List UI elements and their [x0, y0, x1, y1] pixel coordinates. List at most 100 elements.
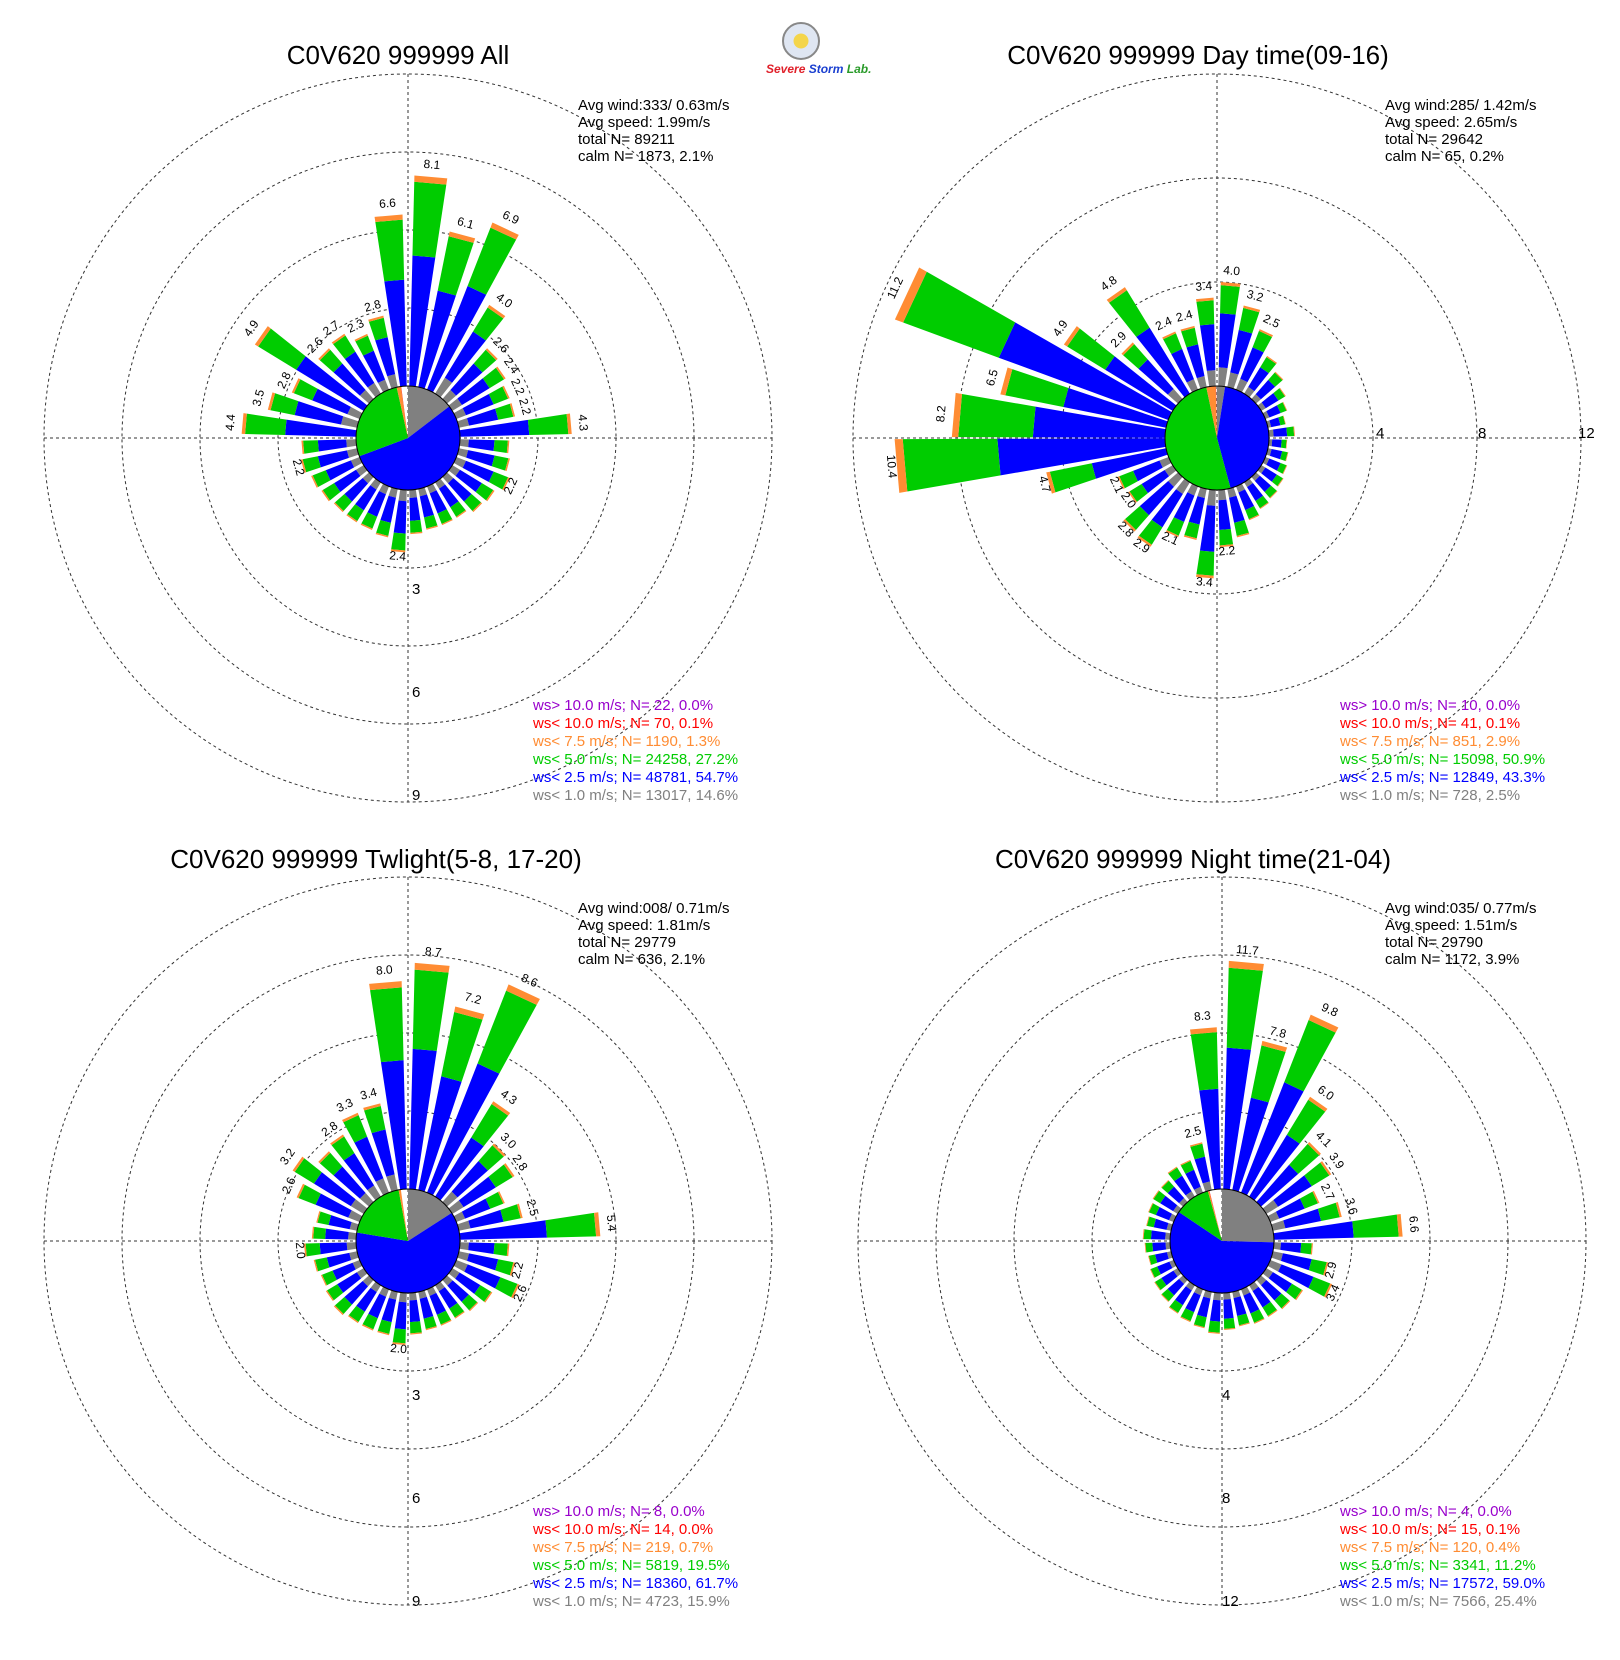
bar-value-label: 8.2 — [933, 405, 948, 423]
wind-bar-segment — [1248, 367, 1269, 392]
wind-bar-segment — [459, 419, 530, 437]
avg-speed-text: Avg speed: 1.51m/s — [1385, 917, 1517, 934]
wind-bar-segment — [448, 1200, 464, 1214]
wind-bar-segment — [1196, 574, 1214, 579]
wind-bar-segment — [1196, 300, 1215, 326]
wind-bar-segment — [1236, 532, 1250, 538]
ring-label: 6 — [412, 684, 420, 701]
wind-bar-segment — [377, 379, 390, 393]
wind-bar-segment — [1234, 520, 1249, 536]
wind-bar-segment — [1154, 1281, 1161, 1291]
wind-bar-segment — [1168, 1167, 1183, 1182]
wind-bar-segment — [317, 450, 349, 468]
wind-bar-segment — [254, 326, 271, 347]
wind-bar-segment — [1199, 324, 1216, 371]
ring-label: 8 — [1222, 1490, 1230, 1507]
wind-bar-segment — [410, 1332, 422, 1335]
wind-bar-segment — [1226, 967, 1263, 1050]
wind-bar-segment — [1283, 415, 1286, 425]
wind-bar-segment — [1167, 1278, 1185, 1296]
wind-bar-segment — [303, 440, 319, 454]
wind-bar-segment — [347, 1315, 359, 1324]
wind-bar-segment — [447, 477, 472, 502]
wind-bar-segment — [311, 1226, 315, 1239]
legend-item: ws< 5.0 m/s; N= 3341, 11.2% — [1339, 1557, 1536, 1574]
wind-bar-segment — [302, 456, 321, 473]
wind-bar-segment — [379, 1286, 390, 1297]
wind-bar-segment — [381, 1297, 397, 1323]
wind-bar-segment — [1161, 1180, 1175, 1194]
wind-bar-segment — [1308, 1096, 1328, 1112]
calm-circle — [355, 1188, 461, 1294]
wind-bar-segment — [1293, 426, 1295, 437]
bar-value-label: 2.8 — [319, 1118, 341, 1139]
wind-bar-segment — [1259, 502, 1269, 510]
ring-label: 12 — [1222, 1593, 1239, 1610]
wind-bar-segment — [1273, 427, 1288, 437]
wind-bar-segment — [301, 440, 305, 454]
wind-bar-segment — [426, 525, 438, 530]
wind-bar-segment — [367, 1185, 381, 1201]
legend-item: ws< 2.5 m/s; N= 48781, 54.7% — [532, 769, 738, 786]
bar-value-label: 8.6 — [519, 970, 540, 990]
wind-bar-segment — [461, 1294, 478, 1311]
wind-bar-segment — [361, 1324, 374, 1331]
wind-bar-segment — [486, 490, 495, 502]
wind-bar-segment — [461, 1198, 491, 1219]
bar-value-label: 2.0 — [293, 1241, 308, 1259]
wind-bar-segment — [1169, 1299, 1183, 1313]
wind-bar-segment — [1180, 1160, 1195, 1174]
wind-bar-segment — [1155, 1206, 1173, 1221]
wind-bar-segment — [1063, 326, 1080, 347]
wind-bar-segment — [1262, 411, 1270, 420]
ring-label: 3 — [412, 581, 420, 598]
bar-value-label: 2.7 — [1318, 1181, 1338, 1202]
avg-speed-text: Avg speed: 2.65m/s — [1385, 114, 1517, 131]
wind-bar-segment — [1180, 1159, 1191, 1166]
bar-value-label: 2.6 — [304, 334, 326, 356]
calm-pie-slice — [1217, 386, 1226, 438]
legend-item: ws< 1.0 m/s; N= 13017, 14.6% — [532, 787, 738, 804]
wind-bar-segment — [1121, 342, 1135, 356]
legend-item: ws< 2.5 m/s; N= 17572, 59.0% — [1339, 1575, 1545, 1592]
wind-bar-segment — [1238, 489, 1255, 511]
legend: ws> 10.0 m/s; N= 22, 0.0% ws< 10.0 m/s; … — [532, 697, 738, 804]
wind-bar-segment — [1152, 1242, 1167, 1252]
wind-bar-segment — [1183, 535, 1197, 540]
wind-bar-segment — [425, 1326, 438, 1331]
avg-wind-text: Avg wind:035/ 0.77m/s — [1385, 900, 1536, 917]
wind-bar-segment — [1169, 1259, 1177, 1269]
bar-value-label: 2.9 — [1322, 1260, 1340, 1280]
wind-bar-segment — [1185, 1292, 1201, 1313]
wind-bar-segment — [442, 389, 457, 404]
panel-title: C0V620 999999 Twlight(5-8, 17-20) — [170, 844, 581, 874]
wind-bar-segment — [1271, 439, 1282, 448]
wind-bar-segment — [467, 227, 517, 295]
wind-bar-segment — [363, 1103, 381, 1111]
wind-bar-segment — [359, 389, 374, 404]
wind-bar-segment — [488, 1164, 513, 1188]
wind-bar-segment — [488, 386, 509, 405]
wind-bar-segment — [1202, 1181, 1212, 1192]
wind-bar-segment — [471, 1104, 509, 1147]
wind-bar-segment — [1165, 1232, 1171, 1240]
bar-value-label: 3.0 — [498, 1130, 520, 1152]
bar-value-label: 11.7 — [1236, 942, 1260, 958]
wind-bar-segment — [1280, 451, 1288, 462]
wind-bar-segment — [360, 523, 373, 530]
bar-value-label: 2.8 — [363, 297, 383, 315]
wind-bar-segment — [1196, 376, 1207, 389]
wind-bar-segment — [1189, 1142, 1203, 1147]
wind-bar-segment — [1150, 1266, 1161, 1278]
legend-item: ws< 2.5 m/s; N= 12849, 43.3% — [1339, 769, 1545, 786]
wind-bar-segment — [1049, 463, 1096, 493]
wind-bar-segment — [367, 491, 386, 517]
wind-bar-segment — [414, 175, 448, 185]
wind-bar-segment — [424, 514, 438, 529]
wind-bar-segment — [1227, 487, 1237, 498]
wind-bar-segment — [1273, 1175, 1312, 1207]
wind-bar-segment — [1159, 456, 1172, 468]
bar-value-label: 2.6 — [510, 1282, 530, 1303]
wind-bar-segment — [298, 1184, 321, 1205]
wind-bar-segment — [469, 1302, 479, 1312]
